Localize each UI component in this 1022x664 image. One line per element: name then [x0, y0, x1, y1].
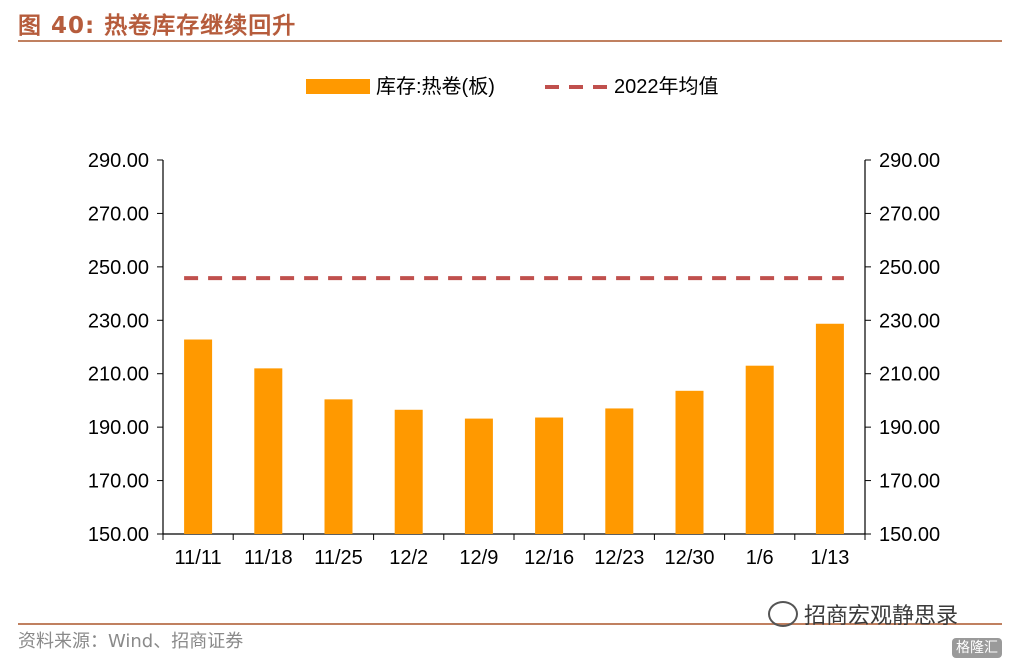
wechat-icon — [768, 601, 798, 627]
x-tick-label: 11/25 — [314, 547, 363, 569]
bar — [394, 409, 423, 534]
x-tick-label: 11/18 — [244, 547, 293, 569]
chart: 库存:热卷(板) 2022年均值 11/11 11/18 11/25 12/2 12/9… — [88, 75, 940, 569]
x-tick-label: 1/13 — [810, 547, 849, 569]
x-tick-label: 11/11 — [175, 547, 222, 569]
legend: 库存:热卷(板) 2022年均值 — [306, 75, 719, 98]
gelonghui-badge: 格隆汇 — [952, 638, 1002, 658]
legend-label-avg: 2022年均值 — [614, 75, 719, 98]
y-tick-label-right: 150.00 — [879, 524, 940, 546]
y-tick-label-left: 250.00 — [88, 257, 149, 279]
y-tick-label-right: 250.00 — [879, 257, 940, 279]
x-tick-label: 1/6 — [746, 547, 774, 569]
y-tick-label-left: 290.00 — [88, 150, 149, 172]
bar — [815, 323, 844, 534]
footer-rule — [18, 623, 1002, 625]
x-tick-label: 12/23 — [594, 547, 644, 569]
legend-label-inventory: 库存:热卷(板) — [376, 75, 495, 98]
x-tick-label: 12/16 — [524, 547, 574, 569]
y-tick-label-right: 230.00 — [879, 310, 940, 332]
bar — [745, 365, 774, 534]
figure-title: 图 40: 热卷库存继续回升 — [18, 13, 297, 39]
bar — [535, 417, 564, 534]
y-tick-label-right: 190.00 — [879, 417, 940, 439]
y-tick-label-right: 290.00 — [879, 150, 940, 172]
title-rule — [18, 40, 1002, 42]
y-tick-label-right: 270.00 — [879, 203, 940, 225]
bar — [324, 399, 353, 534]
x-tick-labels: 11/11 11/18 11/25 12/2 12/9 12/16 12/23 12/30 1/… — [175, 547, 850, 569]
y-tick-label-left: 230.00 — [88, 310, 149, 332]
bars — [184, 323, 844, 534]
y-tick-labels-left: 150.00 170.00 190.00 210.00 230.00 250.00 270.… — [88, 150, 149, 546]
y-tick-label-left: 210.00 — [88, 364, 149, 386]
y-tick-label-left: 150.00 — [88, 524, 149, 546]
x-tick-label: 12/30 — [664, 547, 714, 569]
y-tick-labels-right: 150.00 170.00 190.00 210.00 230.00 250.00 270.… — [879, 150, 940, 546]
watermark-text: 招商宏观静思录 — [804, 604, 959, 629]
watermark: 招商宏观静思录 — [768, 598, 958, 630]
bar — [464, 418, 493, 534]
y-tick-label-right: 210.00 — [879, 364, 940, 386]
y-tick-label-left: 170.00 — [88, 471, 149, 493]
legend-swatch-inventory — [306, 79, 370, 94]
y-tick-label-right: 170.00 — [879, 471, 940, 493]
source-note: 资料来源：Wind、招商证券 — [18, 631, 244, 652]
bar — [184, 339, 213, 534]
x-tick-label: 12/2 — [389, 547, 428, 569]
y-tick-label-left: 270.00 — [88, 203, 149, 225]
bar — [605, 408, 634, 534]
bar — [675, 390, 704, 534]
bar — [254, 368, 283, 534]
y-tick-label-left: 190.00 — [88, 417, 149, 439]
x-tick-label: 12/9 — [459, 547, 498, 569]
